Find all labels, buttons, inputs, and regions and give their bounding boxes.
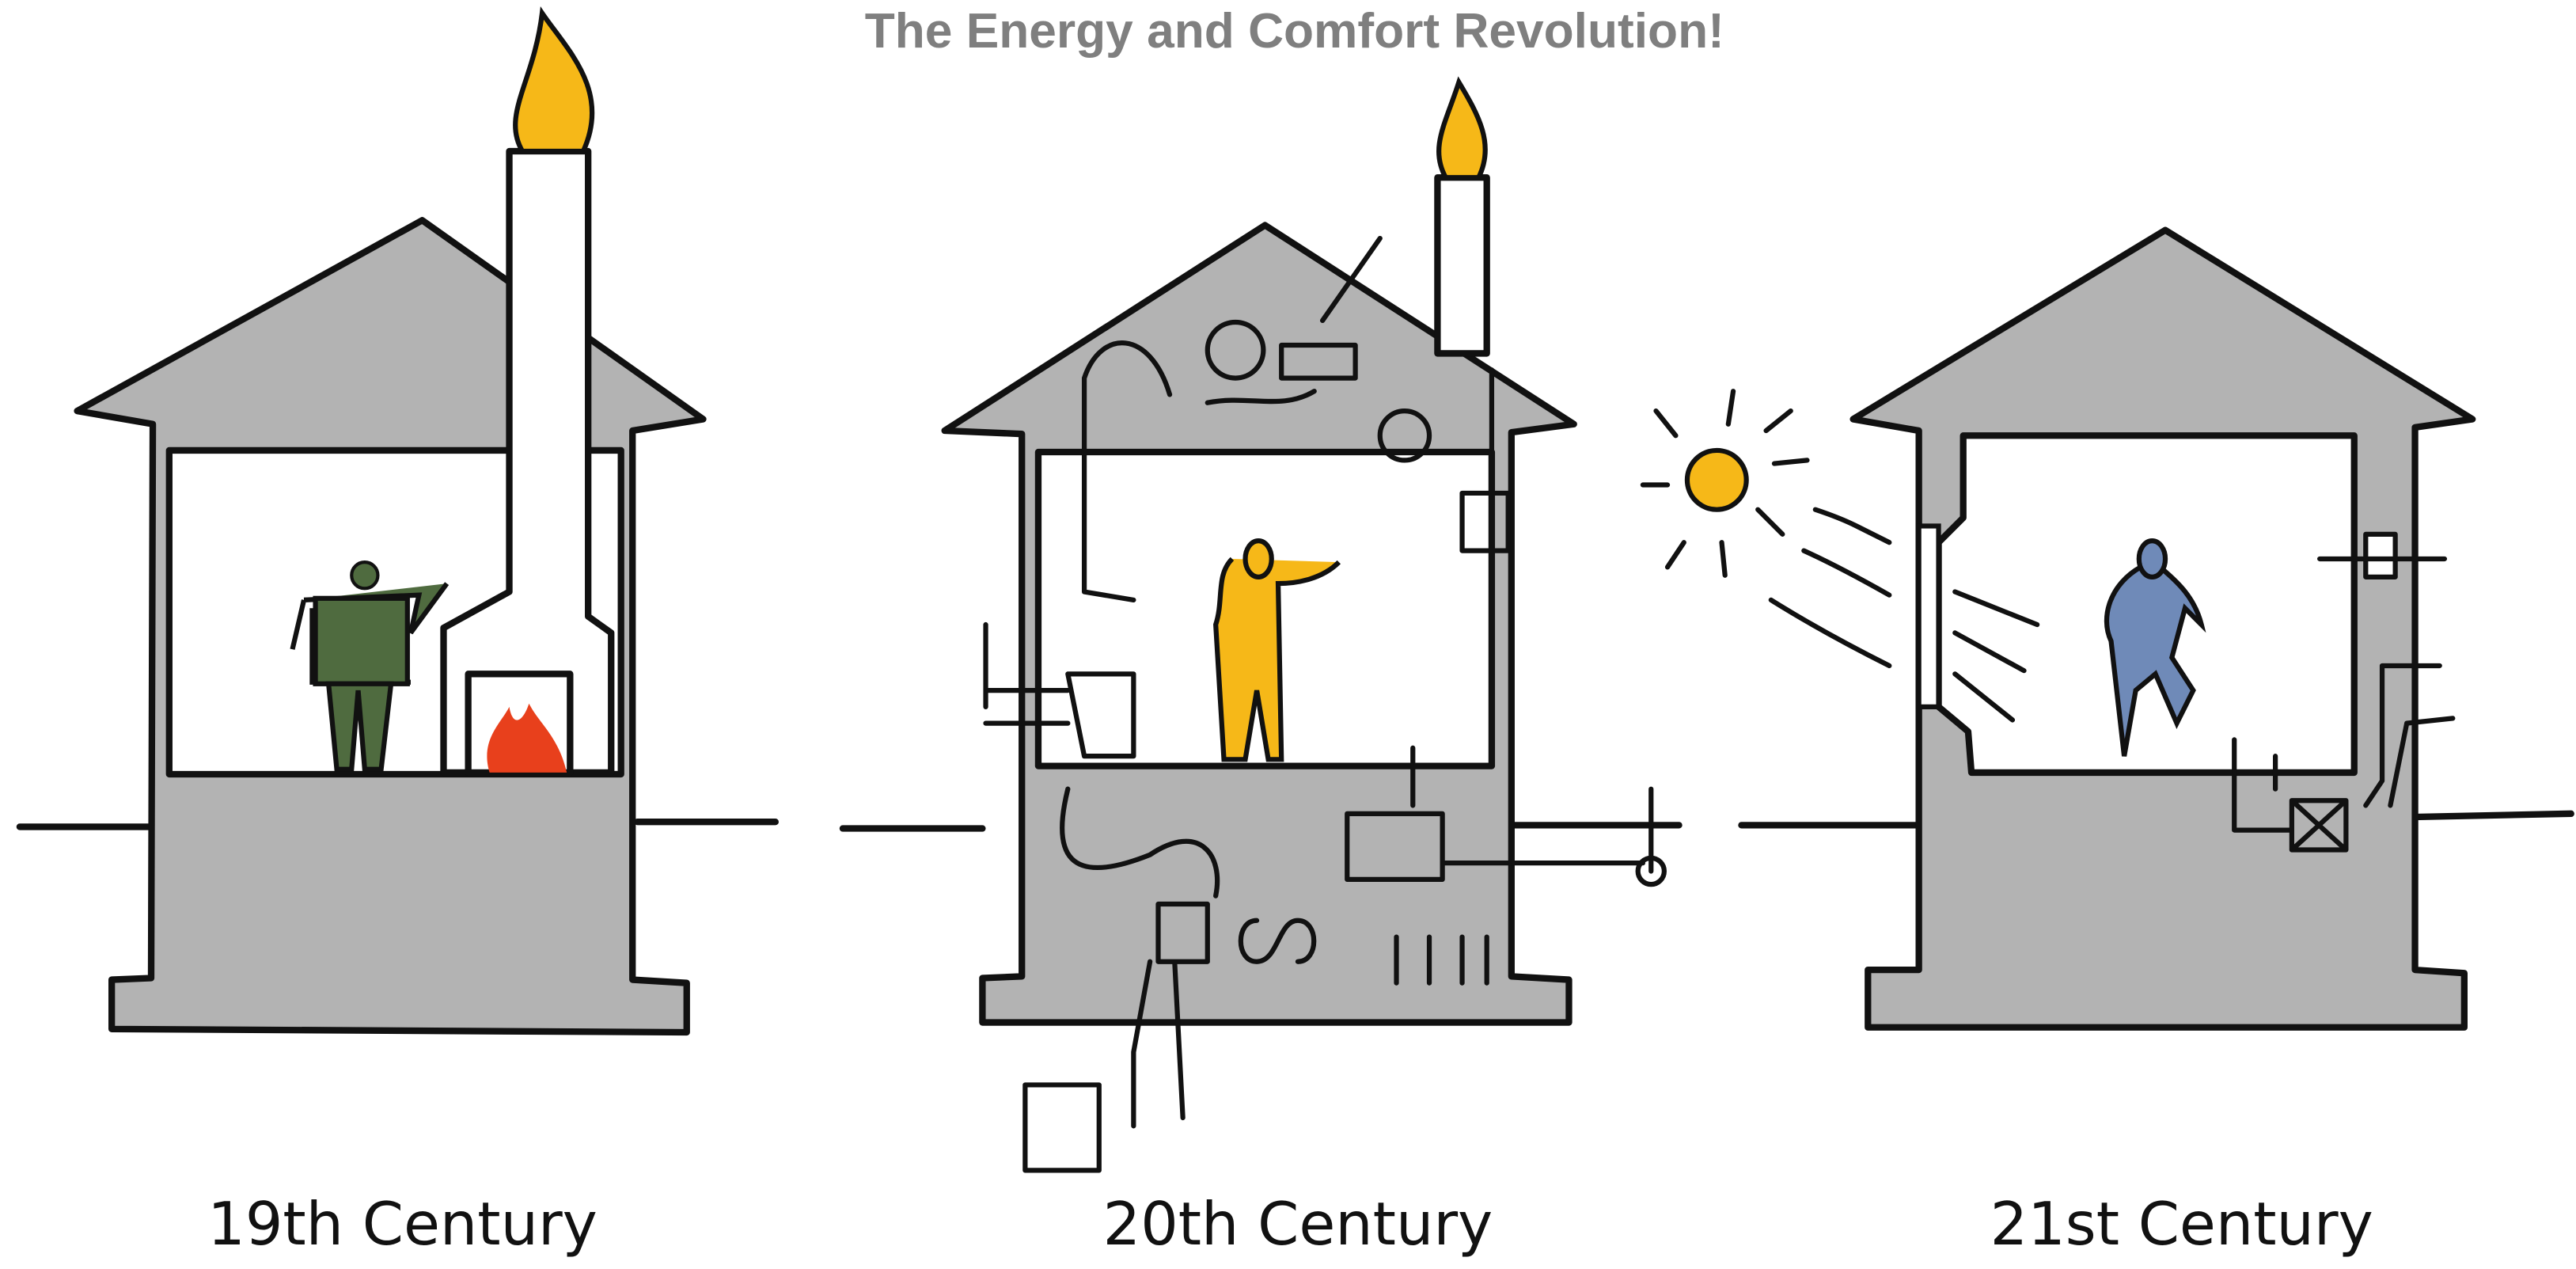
illustration: The Energy and Comfort Revolution! xyxy=(0,0,2576,1269)
house-21st xyxy=(1643,230,2472,1028)
label-20th: 20th Century xyxy=(1103,1190,1493,1259)
label-21st: 21st Century xyxy=(1990,1190,2373,1259)
house-20th xyxy=(945,82,1664,1171)
house-19th xyxy=(78,13,704,1032)
label-19th: 19th Century xyxy=(207,1190,598,1259)
title: The Energy and Comfort Revolution! xyxy=(865,4,1724,59)
